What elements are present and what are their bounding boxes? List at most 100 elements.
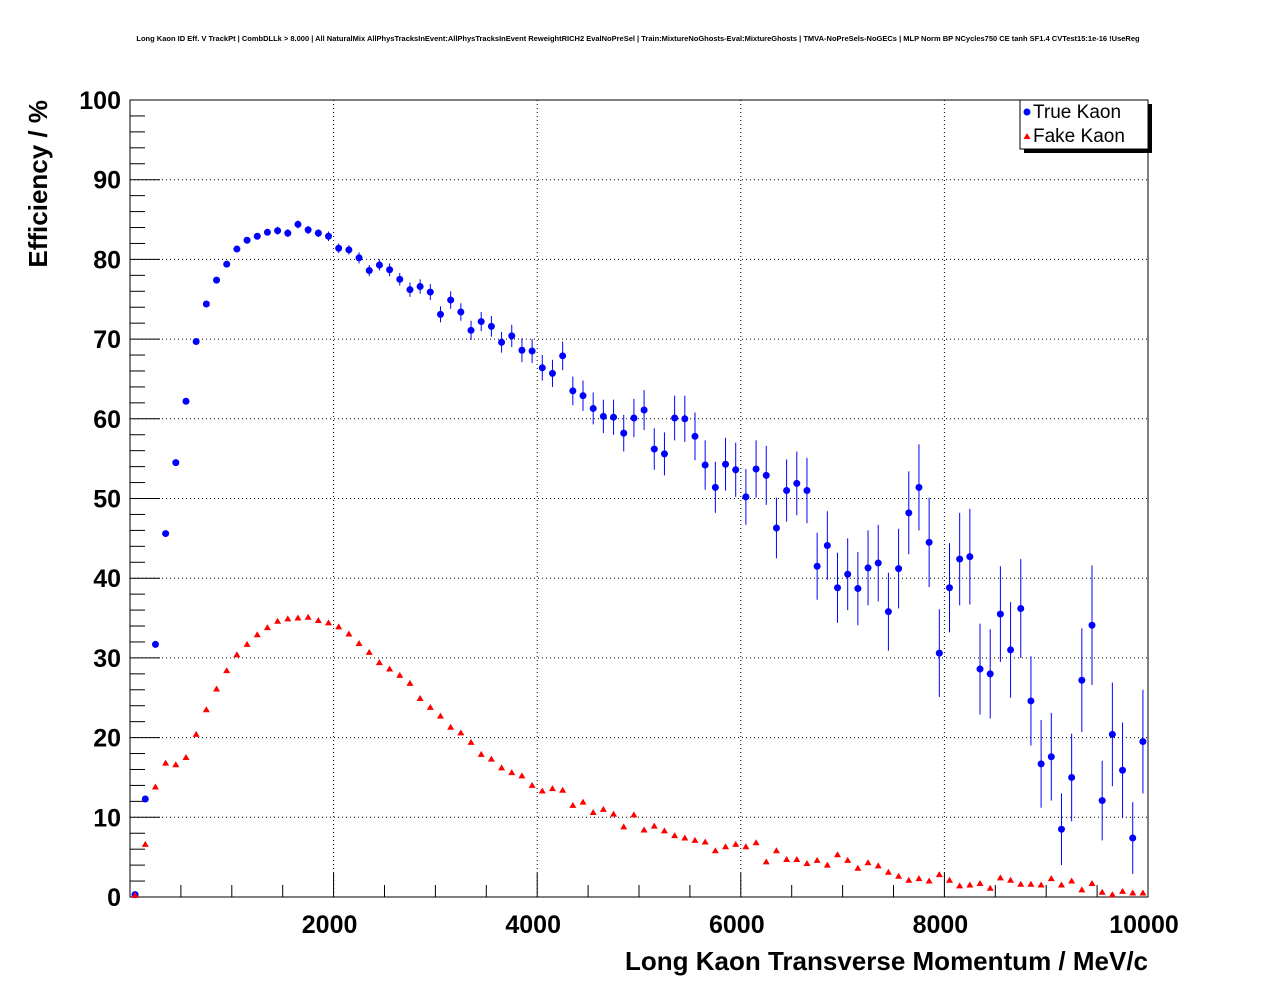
fake-kaon-point [182,754,190,761]
true-kaon-point [671,414,679,422]
fake-kaon-point [467,738,475,745]
true-kaon-point [436,310,444,318]
true-kaon-point [1129,834,1137,842]
fake-kaon-point [223,667,231,674]
fake-kaon-point [386,665,394,672]
fake-kaon-point [752,839,760,846]
true-kaon-point [172,459,180,467]
fake-kaon-point [253,631,261,638]
true-kaon-point [610,413,618,421]
true-kaon-point [202,300,210,308]
y-tick-label: 60 [93,406,121,434]
true-kaon-point [1108,730,1116,738]
true-kaon-point [1098,797,1106,805]
true-kaon-point [1088,621,1096,629]
true-kaon-point [1078,676,1086,684]
true-kaon-point [884,608,892,616]
fake-kaon-point [538,787,546,794]
fake-kaon-point [141,840,149,847]
true-kaon-point [426,288,434,296]
fake-kaon-point [711,847,719,854]
fake-kaon-point [213,685,221,692]
fake-kaon-point [202,706,210,713]
fake-kaon-point [528,781,536,788]
true-kaon-point [294,220,302,228]
fake-kaon-point [345,630,353,637]
true-kaon-point [956,555,964,563]
true-kaon-point [192,337,200,345]
fake-kaon-point [406,679,414,686]
true-kaon-point [722,460,730,468]
fake-kaon-point [1098,888,1106,895]
true-kaon-point [935,649,943,657]
fake-kaon-point [436,712,444,719]
true-kaon-point [854,585,862,593]
true-kaon-point [1057,825,1065,833]
legend-label-true-kaon: True Kaon [1033,102,1121,123]
true-kaon-point [742,493,750,501]
true-kaon-point [325,232,333,240]
true-kaon-point [559,352,567,360]
y-tick-label: 0 [107,884,121,912]
true-kaon-point [660,450,668,458]
chart-title: Long Kaon ID Eff. V TrackPt | CombDLLk >… [136,34,1140,43]
grid [130,100,1148,897]
true-kaon-point [945,584,953,592]
true-kaon-point [874,559,882,567]
true-kaon-point [701,461,709,469]
fake-kaon-point [681,834,689,841]
fake-kaon-point [192,730,200,737]
true-kaon-point [691,432,699,440]
fake-kaon-point [905,876,913,883]
true-kaon-point [732,466,740,474]
true-kaon-point [650,445,658,453]
true-kaon-point [263,228,271,236]
true-kaon-point [589,404,597,412]
x-tick-label: 2000 [302,911,358,939]
true-kaon-point [895,565,903,573]
fake-kaon-point [996,874,1004,881]
true-kaon-point [151,640,159,648]
true-kaon-point [1047,753,1055,761]
true-kaon-point [569,387,577,395]
legend: True Kaon Fake Kaon [1019,99,1152,153]
true-kaon-point [386,266,394,274]
fake-kaon-point [701,838,709,845]
true-kaon-point [182,397,190,405]
y-tick-label: 80 [93,246,121,274]
x-tick-label: 6000 [709,911,765,939]
true-kaon-point [793,479,801,487]
fake-kaon-point [498,764,506,771]
true-kaon-point [1037,760,1045,768]
true-kaon-point [905,509,913,517]
fake-kaon-point [1027,880,1035,887]
true-kaon-point [1007,646,1015,654]
fake-kaon-point [732,840,740,847]
true-kaon-point [141,795,149,803]
true-kaon-point [986,670,994,678]
fake-kaon-point [151,783,159,790]
true-kaon-point [803,487,811,495]
fake-kaon-point [915,875,923,882]
fake-kaon-point [783,856,791,863]
true-kaon-point [274,227,282,235]
true-kaon-point [620,429,628,437]
fake-kaon-point [1037,881,1045,888]
x-tick-label: 10000 [1109,911,1179,939]
fake-kaon-point [966,881,974,888]
true-kaon-point [966,553,974,561]
true-kaon-point [548,369,556,377]
true-kaon-point [243,236,251,244]
fake-kaon-point [162,759,170,766]
true-kaon-point [213,276,221,284]
fake-kaon-point [610,810,618,817]
fake-kaon-point [263,624,271,631]
y-axis-label: Efficiency / % [23,100,53,268]
fake-kaon-point [599,805,607,812]
fake-kaon-point [355,640,363,647]
true-kaon-point [681,415,689,423]
fake-kaon-point [823,861,831,868]
fake-kaon-point [762,858,770,865]
true-kaon-point [284,229,292,237]
true-kaon-point [599,412,607,420]
